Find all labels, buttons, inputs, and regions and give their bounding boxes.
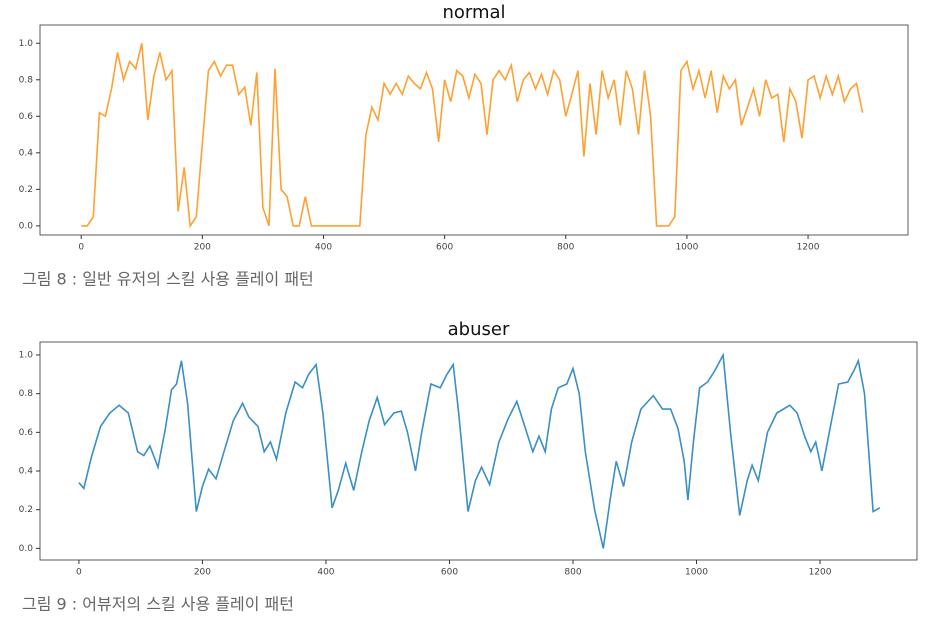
y-tick-label: 0.6 <box>19 428 34 438</box>
x-tick-label: 200 <box>194 243 211 253</box>
x-tick-label: 1000 <box>675 243 698 253</box>
x-tick-label: 600 <box>441 568 458 578</box>
data-line <box>81 43 864 229</box>
x-tick-label: 800 <box>557 243 574 253</box>
chart-title: normal <box>442 2 505 23</box>
x-tick-label: 800 <box>564 568 581 578</box>
y-tick-label: 0.4 <box>19 148 34 158</box>
plot-frame <box>39 24 909 236</box>
x-tick-label: 1200 <box>809 568 832 578</box>
y-tick-label: 0.8 <box>19 75 34 85</box>
x-tick-label: 400 <box>315 243 332 253</box>
x-tick-label: 0 <box>78 243 84 253</box>
x-tick-label: 600 <box>436 243 453 253</box>
data-line <box>78 352 881 549</box>
figure-caption: 그림 8 : 일반 유저의 스킬 사용 플레이 패턴 <box>22 270 314 289</box>
y-tick-label: 0.2 <box>19 505 33 515</box>
x-tick-label: 0 <box>76 568 82 578</box>
x-tick-label: 400 <box>317 568 334 578</box>
y-tick-label: 1.0 <box>19 350 34 360</box>
y-tick-label: 0.0 <box>19 544 34 554</box>
x-tick-label: 200 <box>194 568 211 578</box>
x-tick-label: 1200 <box>797 243 820 253</box>
y-tick-label: 1.0 <box>19 39 34 49</box>
y-tick-label: 0.6 <box>19 112 34 122</box>
plot-frame <box>39 341 918 561</box>
y-tick-label: 0.4 <box>19 467 34 477</box>
chart-title: abuser <box>448 319 510 340</box>
figure-caption: 그림 9 : 어뷰저의 스킬 사용 플레이 패턴 <box>22 595 294 614</box>
y-tick-label: 0.2 <box>19 185 33 195</box>
y-tick-label: 0.0 <box>19 221 34 231</box>
y-tick-label: 0.8 <box>19 389 34 399</box>
x-tick-label: 1000 <box>685 568 708 578</box>
